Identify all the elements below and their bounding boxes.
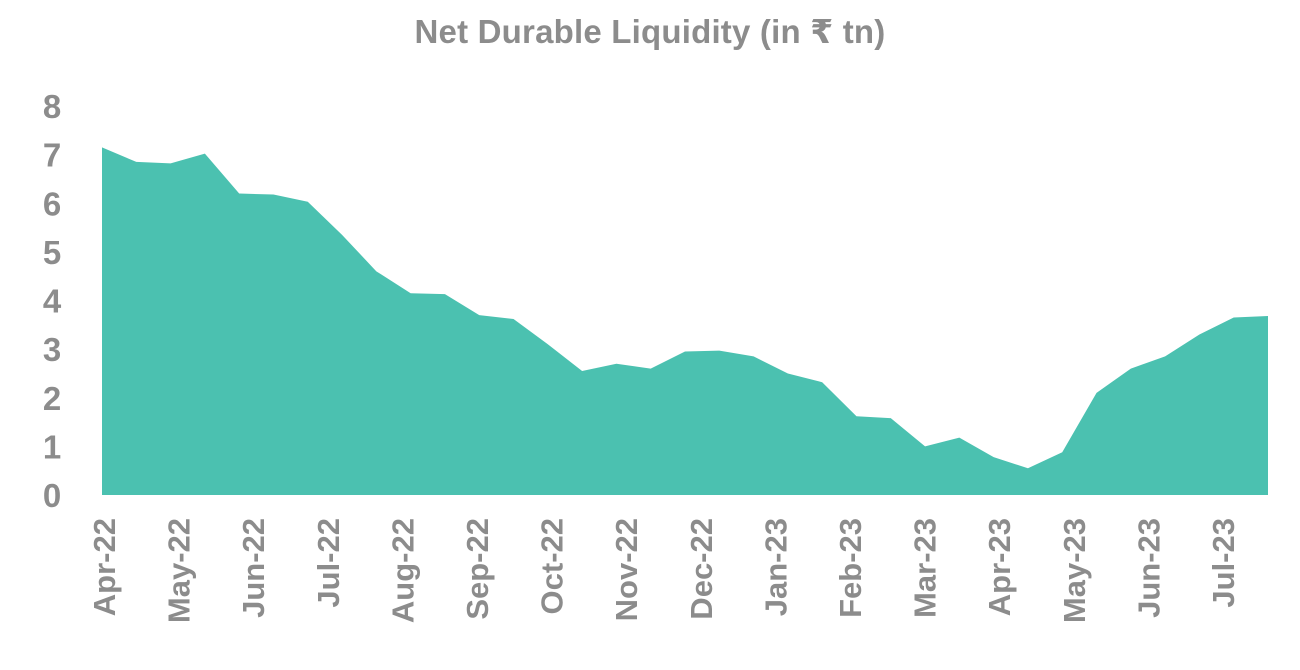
y-tick-label: 8 bbox=[43, 88, 61, 125]
y-axis-ticks: 0 1 2 3 4 5 6 7 8 bbox=[43, 88, 62, 514]
y-tick-label: 2 bbox=[43, 380, 61, 417]
x-tick-label: May-22 bbox=[162, 518, 197, 623]
x-tick-label: Dec-22 bbox=[684, 518, 719, 620]
y-tick-label: 1 bbox=[43, 428, 61, 465]
x-axis-ticks: Apr-22 May-22 Jun-22 Jul-22 Aug-22 Sep-22 Oct-… bbox=[87, 518, 1241, 623]
x-tick-label: Jan-23 bbox=[758, 518, 793, 616]
x-tick-label: Aug-22 bbox=[385, 518, 420, 623]
area-series bbox=[102, 147, 1268, 495]
chart-title: Net Durable Liquidity (in ₹ tn) bbox=[414, 13, 886, 50]
y-tick-label: 4 bbox=[43, 283, 62, 320]
x-tick-label: Apr-23 bbox=[982, 518, 1017, 616]
y-tick-label: 6 bbox=[43, 185, 61, 222]
x-tick-label: Sep-22 bbox=[460, 518, 495, 620]
y-tick-label: 0 bbox=[43, 477, 61, 514]
area-layer bbox=[102, 147, 1268, 495]
x-tick-label: Oct-22 bbox=[535, 518, 570, 614]
x-tick-label: Feb-23 bbox=[833, 518, 868, 618]
x-tick-label: Jul-22 bbox=[311, 518, 346, 608]
x-tick-label: Jun-23 bbox=[1131, 518, 1166, 618]
y-tick-label: 7 bbox=[43, 137, 61, 174]
y-tick-label: 5 bbox=[43, 234, 61, 271]
x-tick-label: May-23 bbox=[1057, 518, 1092, 623]
x-tick-label: Jul-23 bbox=[1206, 518, 1241, 608]
y-tick-label: 3 bbox=[43, 331, 61, 368]
x-tick-label: Mar-23 bbox=[908, 518, 943, 618]
x-tick-label: Apr-22 bbox=[87, 518, 122, 616]
x-tick-label: Jun-22 bbox=[236, 518, 271, 618]
x-tick-label: Nov-22 bbox=[609, 518, 644, 621]
